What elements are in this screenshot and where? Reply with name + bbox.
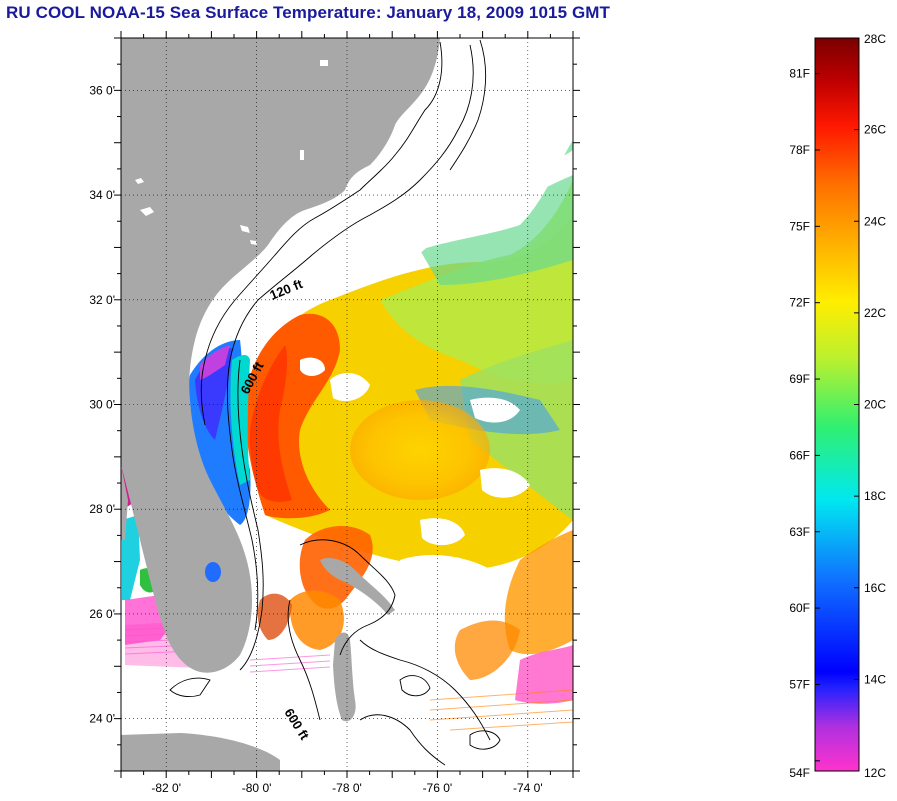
map-ticks — [114, 31, 580, 778]
colorbar-celsius-label: 26C — [864, 123, 886, 137]
colorbar: 28C 26C 24C 22C 20C 18C 16C 14C 12C 81F 78F 75F 72F… — [789, 32, 886, 780]
longitude-tick-label: -78 0' — [332, 781, 362, 795]
colorbar-celsius-labels: 28C 26C 24C 22C 20C 18C 16C 14C 12C — [854, 32, 886, 780]
colorbar-celsius-label: 20C — [864, 398, 886, 412]
colorbar-fahrenheit-label: 69F — [789, 372, 810, 386]
latitude-tick-label: 36 0' — [89, 83, 115, 97]
latitude-tick-label: 30 0' — [89, 398, 115, 412]
colorbar-celsius-label: 14C — [864, 672, 886, 686]
longitude-labels: -82 0' -80 0' -78 0' -76 0' -74 0' — [151, 781, 542, 795]
bathymetry-contours — [169, 39, 501, 766]
land — [121, 38, 440, 771]
colorbar-gradient — [814, 37, 860, 772]
latitude-tick-label: 32 0' — [89, 293, 115, 307]
colorbar-fahrenheit-label: 54F — [789, 766, 810, 780]
latitude-tick-label: 34 0' — [89, 188, 115, 202]
colorbar-fahrenheit-label: 72F — [789, 296, 810, 310]
colorbar-fahrenheit-labels: 81F 78F 75F 72F 69F 66F 63F 60F 57F 54F — [789, 67, 820, 780]
colorbar-fahrenheit-label: 63F — [789, 525, 810, 539]
colorbar-fahrenheit-label: 57F — [789, 677, 810, 691]
colorbar-fahrenheit-label: 78F — [789, 143, 810, 157]
map-title: RU COOL NOAA-15 Sea Surface Temperature:… — [6, 3, 611, 22]
latitude-tick-label: 24 0' — [89, 712, 115, 726]
latitude-tick-label: 26 0' — [89, 607, 115, 621]
colorbar-celsius-label: 18C — [864, 489, 886, 503]
map-area: 120 ft 600 ft 600 ft — [121, 38, 573, 771]
colorbar-fahrenheit-label: 81F — [789, 67, 810, 81]
lakes — [135, 60, 328, 582]
colorbar-celsius-label: 12C — [864, 766, 886, 780]
map-grid — [121, 38, 573, 771]
colorbar-celsius-label: 16C — [864, 581, 886, 595]
longitude-tick-label: -80 0' — [242, 781, 272, 795]
longitude-tick-label: -76 0' — [423, 781, 453, 795]
colorbar-fahrenheit-label: 75F — [789, 219, 810, 233]
latitude-labels: 36 0' 34 0' 32 0' 30 0' 28 0' 26 0' 24 0' — [89, 83, 115, 725]
colorbar-celsius-label: 22C — [864, 306, 886, 320]
colorbar-celsius-label: 28C — [864, 32, 886, 46]
colorbar-celsius-label: 24C — [864, 214, 886, 228]
latitude-tick-label: 28 0' — [89, 502, 115, 516]
longitude-tick-label: -74 0' — [513, 781, 543, 795]
colorbar-fahrenheit-label: 60F — [789, 601, 810, 615]
colorbar-fahrenheit-label: 66F — [789, 448, 810, 462]
longitude-tick-label: -82 0' — [151, 781, 181, 795]
cloud-mask — [270, 150, 573, 607]
